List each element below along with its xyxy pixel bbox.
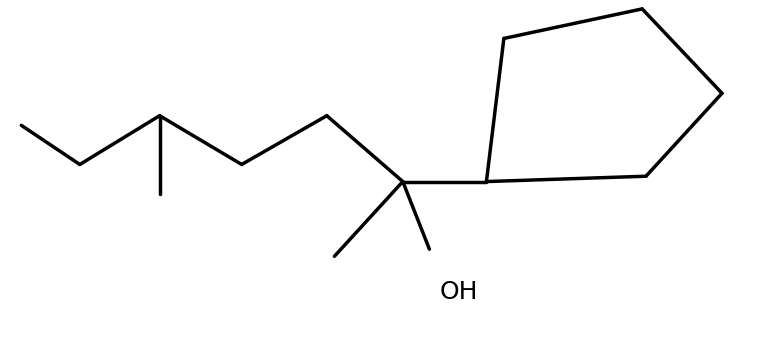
Text: OH: OH: [439, 280, 478, 304]
